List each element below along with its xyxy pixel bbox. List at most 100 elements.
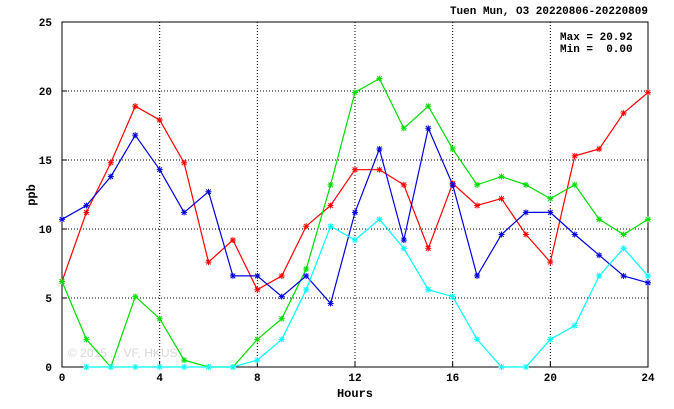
x-tick-label: 0 bbox=[59, 373, 66, 385]
series-1-point bbox=[83, 209, 90, 216]
series-4-point bbox=[425, 286, 432, 293]
series-1-point bbox=[522, 231, 529, 238]
series-4-point bbox=[474, 336, 481, 343]
x-axis-title: Hours bbox=[337, 387, 373, 401]
series-1-point bbox=[376, 166, 383, 173]
series-4 bbox=[83, 216, 651, 370]
series-2-point bbox=[571, 181, 578, 188]
series-2-point bbox=[620, 231, 627, 238]
series-3-point bbox=[376, 145, 383, 152]
series-4-point bbox=[181, 364, 188, 370]
series-4-point bbox=[522, 364, 529, 370]
series-2-point bbox=[181, 357, 188, 364]
series-2-point bbox=[400, 125, 407, 132]
series-4-point bbox=[400, 245, 407, 252]
x-tick-label: 4 bbox=[156, 373, 163, 385]
series-4-point bbox=[132, 364, 139, 370]
series-3-point bbox=[132, 132, 139, 139]
series-1-point bbox=[425, 245, 432, 252]
grid-lines bbox=[62, 22, 648, 367]
series-1-point bbox=[645, 89, 651, 96]
y-tick-label: 25 bbox=[39, 18, 53, 30]
series-2-point bbox=[449, 145, 456, 152]
series-2-point bbox=[327, 181, 334, 188]
series-2-point bbox=[83, 336, 90, 343]
series-3-point bbox=[278, 293, 285, 300]
x-tick-label: 8 bbox=[254, 373, 261, 385]
series-3-point bbox=[571, 231, 578, 238]
series-2-point bbox=[132, 293, 139, 300]
series-4-point bbox=[596, 272, 603, 279]
series-3-point bbox=[498, 231, 505, 238]
series-4-point bbox=[303, 286, 310, 293]
series-2-point bbox=[156, 315, 163, 322]
series-4-point bbox=[352, 237, 358, 244]
series-1-point bbox=[278, 272, 285, 279]
series-4-point bbox=[547, 336, 554, 343]
series-3-point bbox=[181, 209, 188, 216]
series-1-point bbox=[571, 152, 578, 159]
y-tick-label: 0 bbox=[45, 363, 52, 375]
series-3-point bbox=[352, 209, 358, 216]
series-1-point bbox=[327, 202, 334, 209]
series-2-point bbox=[596, 216, 603, 223]
series-3-point bbox=[303, 272, 310, 279]
series-1-point bbox=[547, 259, 554, 266]
series-3-point bbox=[425, 125, 432, 132]
series-4-point bbox=[498, 364, 505, 370]
series-3-point bbox=[254, 272, 261, 279]
series-4-point bbox=[205, 364, 212, 370]
series-3-point bbox=[449, 181, 456, 188]
series-4-point bbox=[327, 223, 334, 230]
series-2-point bbox=[547, 195, 554, 202]
series-2-point bbox=[376, 75, 383, 82]
y-tick-label: 20 bbox=[39, 87, 52, 99]
series-1-point bbox=[596, 145, 603, 152]
x-tick-label: 16 bbox=[446, 373, 459, 385]
series-2 bbox=[59, 75, 651, 370]
x-tick-label: 12 bbox=[348, 373, 361, 385]
series-1-point bbox=[498, 195, 505, 202]
series-3-point bbox=[620, 272, 627, 279]
y-axis-title: ppb bbox=[25, 184, 39, 206]
series-1-point bbox=[229, 237, 236, 244]
series-3-point bbox=[645, 279, 651, 286]
series-2-point bbox=[498, 173, 505, 180]
series-3-point bbox=[596, 252, 603, 259]
series-2-point bbox=[59, 278, 65, 285]
x-axis: 0 4 8 12 16 20 24 bbox=[59, 362, 655, 385]
series-3-point bbox=[474, 272, 481, 279]
y-axis: 0 5 10 15 20 25 bbox=[39, 18, 67, 375]
series-1-point bbox=[156, 116, 163, 123]
y-tick-label: 15 bbox=[39, 156, 53, 168]
series-3-point bbox=[327, 300, 334, 307]
series-3-point bbox=[229, 272, 236, 279]
series-4-point bbox=[83, 364, 90, 370]
series-3-point bbox=[156, 166, 163, 173]
series-4-point bbox=[229, 364, 236, 370]
series-2-point bbox=[254, 336, 261, 343]
max-value-label: Max = 20.92 bbox=[560, 32, 633, 44]
series-3-point bbox=[205, 188, 212, 195]
series-4-point bbox=[376, 216, 383, 223]
series-4-point bbox=[571, 322, 578, 329]
series-2-point bbox=[645, 216, 651, 223]
series-4-point bbox=[449, 293, 456, 300]
series-2-point bbox=[352, 89, 358, 96]
series-3-point bbox=[59, 216, 65, 223]
series-4-point bbox=[645, 272, 651, 279]
series-4-point bbox=[620, 245, 627, 252]
series-1-point bbox=[181, 159, 188, 166]
series-3 bbox=[59, 125, 651, 307]
series-2-point bbox=[474, 181, 481, 188]
series-1-point bbox=[620, 110, 627, 117]
series-1-point bbox=[474, 202, 481, 209]
series-4-point bbox=[278, 336, 285, 343]
watermark: © 2015 ... VF, HKUST bbox=[68, 346, 186, 360]
series-3-point bbox=[547, 209, 554, 216]
series-4-line bbox=[86, 218, 649, 368]
x-tick-label: 20 bbox=[544, 373, 557, 385]
series-2-point bbox=[303, 266, 310, 273]
series-2-point bbox=[425, 103, 432, 110]
series-1-point bbox=[254, 286, 261, 293]
